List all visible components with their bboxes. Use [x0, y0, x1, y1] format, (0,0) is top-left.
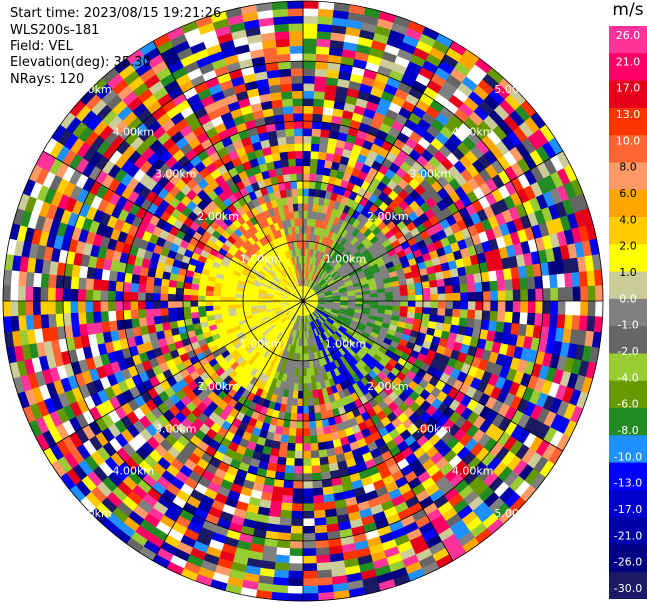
colorbar-segment [609, 435, 647, 464]
colorbar-segment [609, 571, 647, 599]
range-ring-label: 4.00km [452, 125, 494, 138]
colorbar-tick-label: -8.0 [617, 424, 638, 437]
colorbar-segment [609, 53, 647, 82]
colorbar-tick-label: -17.0 [614, 503, 642, 516]
range-ring-label: 1.00km [240, 253, 282, 266]
range-ring-label: 2.00km [367, 380, 409, 393]
colorbar-segment [609, 298, 647, 327]
colorbar-tick-label: -21.0 [614, 529, 642, 542]
colorbar-segment [609, 135, 647, 163]
colorbar-segment [609, 408, 647, 436]
range-ring-label: 2.00km [197, 380, 239, 393]
colorbar-tick-label: 21.0 [616, 55, 641, 68]
colorbar-tick-label: 13.0 [616, 108, 641, 121]
colorbar-segment [609, 80, 647, 109]
colorbar-segment [609, 244, 647, 273]
field-label: Field: VEL [10, 39, 73, 54]
colorbar-tick-label: 6.0 [619, 187, 637, 200]
azimuth-spoke [42, 300, 304, 452]
range-ring-label: 1.00km [325, 337, 367, 350]
range-ring-label: 4.00km [452, 465, 494, 478]
colorbar-segment [609, 380, 647, 409]
azimuth-spoke [152, 300, 304, 562]
azimuth-spoke [152, 40, 304, 302]
colorbar-tick-label: 26.0 [616, 29, 641, 42]
colorbar-segment [609, 544, 647, 573]
colorbar-segment [609, 162, 647, 191]
colorbar-segment [609, 353, 647, 382]
range-ring-label: 1.00km [325, 253, 367, 266]
colorbar-segment [609, 271, 647, 300]
colorbar-segment [609, 489, 647, 518]
colorbar-segment [609, 326, 647, 354]
colorbar-tick-label: 0.0 [619, 292, 637, 305]
range-ring-label: 3.00km [409, 422, 451, 435]
range-ring-label: 5.00km [70, 83, 112, 96]
range-ring-label: 3.00km [409, 168, 451, 181]
colorbar-tick-label: 8.0 [619, 161, 637, 174]
colorbar-tick-label: -30.0 [614, 582, 642, 595]
colorbar-tick-label: 4.0 [619, 213, 637, 226]
elevation-label: Elevation(deg): 35.30 [10, 55, 151, 70]
instrument-label: WLS200s-181 [10, 23, 100, 38]
colorbar-tick-label: -13.0 [614, 477, 642, 490]
colorbar-segment [609, 26, 647, 54]
colorbar-tick-label: -1.0 [617, 319, 638, 332]
colorbar-segment [609, 217, 647, 245]
range-rings: 1.00km 1.00km 1.00km 1.00km 2.00km 2.00km 2.00… [2, 0, 604, 602]
colorbar-segment [609, 107, 647, 136]
colorbar-tick-label: -2.0 [617, 345, 638, 358]
colorbar: 26.0 21.0 17.0 13.0 10.0 8.0 6.0 4.0 2.0 1.0 0.0 -1… [609, 26, 647, 599]
range-ring-label: 5.00km [494, 507, 536, 520]
colorbar-segment [609, 517, 647, 545]
colorbar-segment [609, 462, 647, 491]
range-ring-label: 2.00km [197, 210, 239, 223]
range-ring-label: 5.00km [494, 83, 536, 96]
colorbar-segment [609, 189, 647, 218]
colorbar-tick-label: -10.0 [614, 450, 642, 463]
range-ring-label: 1.00km [240, 337, 282, 350]
colorbar-tick-label: -4.0 [617, 371, 638, 384]
colorbar-tick-label: 10.0 [616, 134, 641, 147]
colorbar-unit-label: m/s [612, 0, 644, 20]
range-ring-label: 3.00km [155, 422, 197, 435]
azimuth-spoke [302, 150, 564, 302]
nrays-label: NRays: 120 [10, 72, 85, 87]
range-ring-label: 4.00km [113, 125, 155, 138]
start-time-label: Start time: 2023/08/15 19:21:26 [10, 6, 222, 21]
colorbar-tick-label: 17.0 [616, 82, 641, 95]
colorbar-tick-label: 2.0 [619, 240, 637, 253]
range-ring-label: 5.00km [70, 507, 112, 520]
colorbar-tick-label: 1.0 [619, 266, 637, 279]
colorbar-tick-label: -26.0 [614, 556, 642, 569]
range-ring-label: 2.00km [367, 210, 409, 223]
range-ring-label: 3.00km [155, 168, 197, 181]
azimuth-spoke [42, 150, 304, 302]
colorbar-tick-label: -6.0 [617, 398, 638, 411]
range-ring-label: 4.00km [113, 465, 155, 478]
azimuth-spoke [302, 300, 564, 452]
azimuth-spoke [302, 300, 454, 562]
azimuth-spoke [302, 40, 454, 302]
velocity-cells [2, 0, 604, 602]
